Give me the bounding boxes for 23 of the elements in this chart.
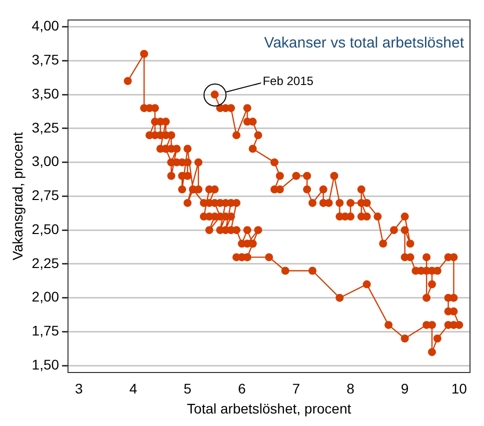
x-axis-title: Total arbetslöshet, procent	[186, 400, 352, 416]
y-tick-label: 2,25	[32, 254, 60, 271]
x-tick-label: 10	[451, 380, 468, 397]
y-tick-label: 3,75	[32, 52, 60, 68]
y-tick-label: 2,50	[32, 220, 60, 237]
y-tick-label: 2,00	[32, 288, 60, 305]
x-tick-label: 9	[400, 380, 409, 397]
y-axis-title: Vakansgrad, procent	[9, 132, 26, 260]
y-tick-label: 1,50	[32, 356, 60, 372]
annotation: Feb 2015	[262, 74, 314, 88]
x-tick-label: 5	[184, 380, 192, 397]
y-tick-label: 3,00	[32, 153, 60, 170]
y-tick-label: 1,75	[32, 322, 60, 339]
y-tick-label: 3,50	[32, 85, 60, 102]
x-tick-label: 3	[75, 380, 84, 397]
x-tick-label: 8	[346, 380, 355, 397]
x-tick-label: 4	[129, 380, 138, 397]
x-tick-label: 6	[238, 380, 246, 397]
y-tick-label: 4,00	[32, 18, 60, 34]
y-tick-label: 2,75	[32, 187, 60, 204]
text: Vakanser vs total arbetslöshet	[264, 34, 465, 52]
y-tick-label: 3,25	[32, 119, 60, 136]
x-tick-label: 7	[292, 380, 300, 397]
